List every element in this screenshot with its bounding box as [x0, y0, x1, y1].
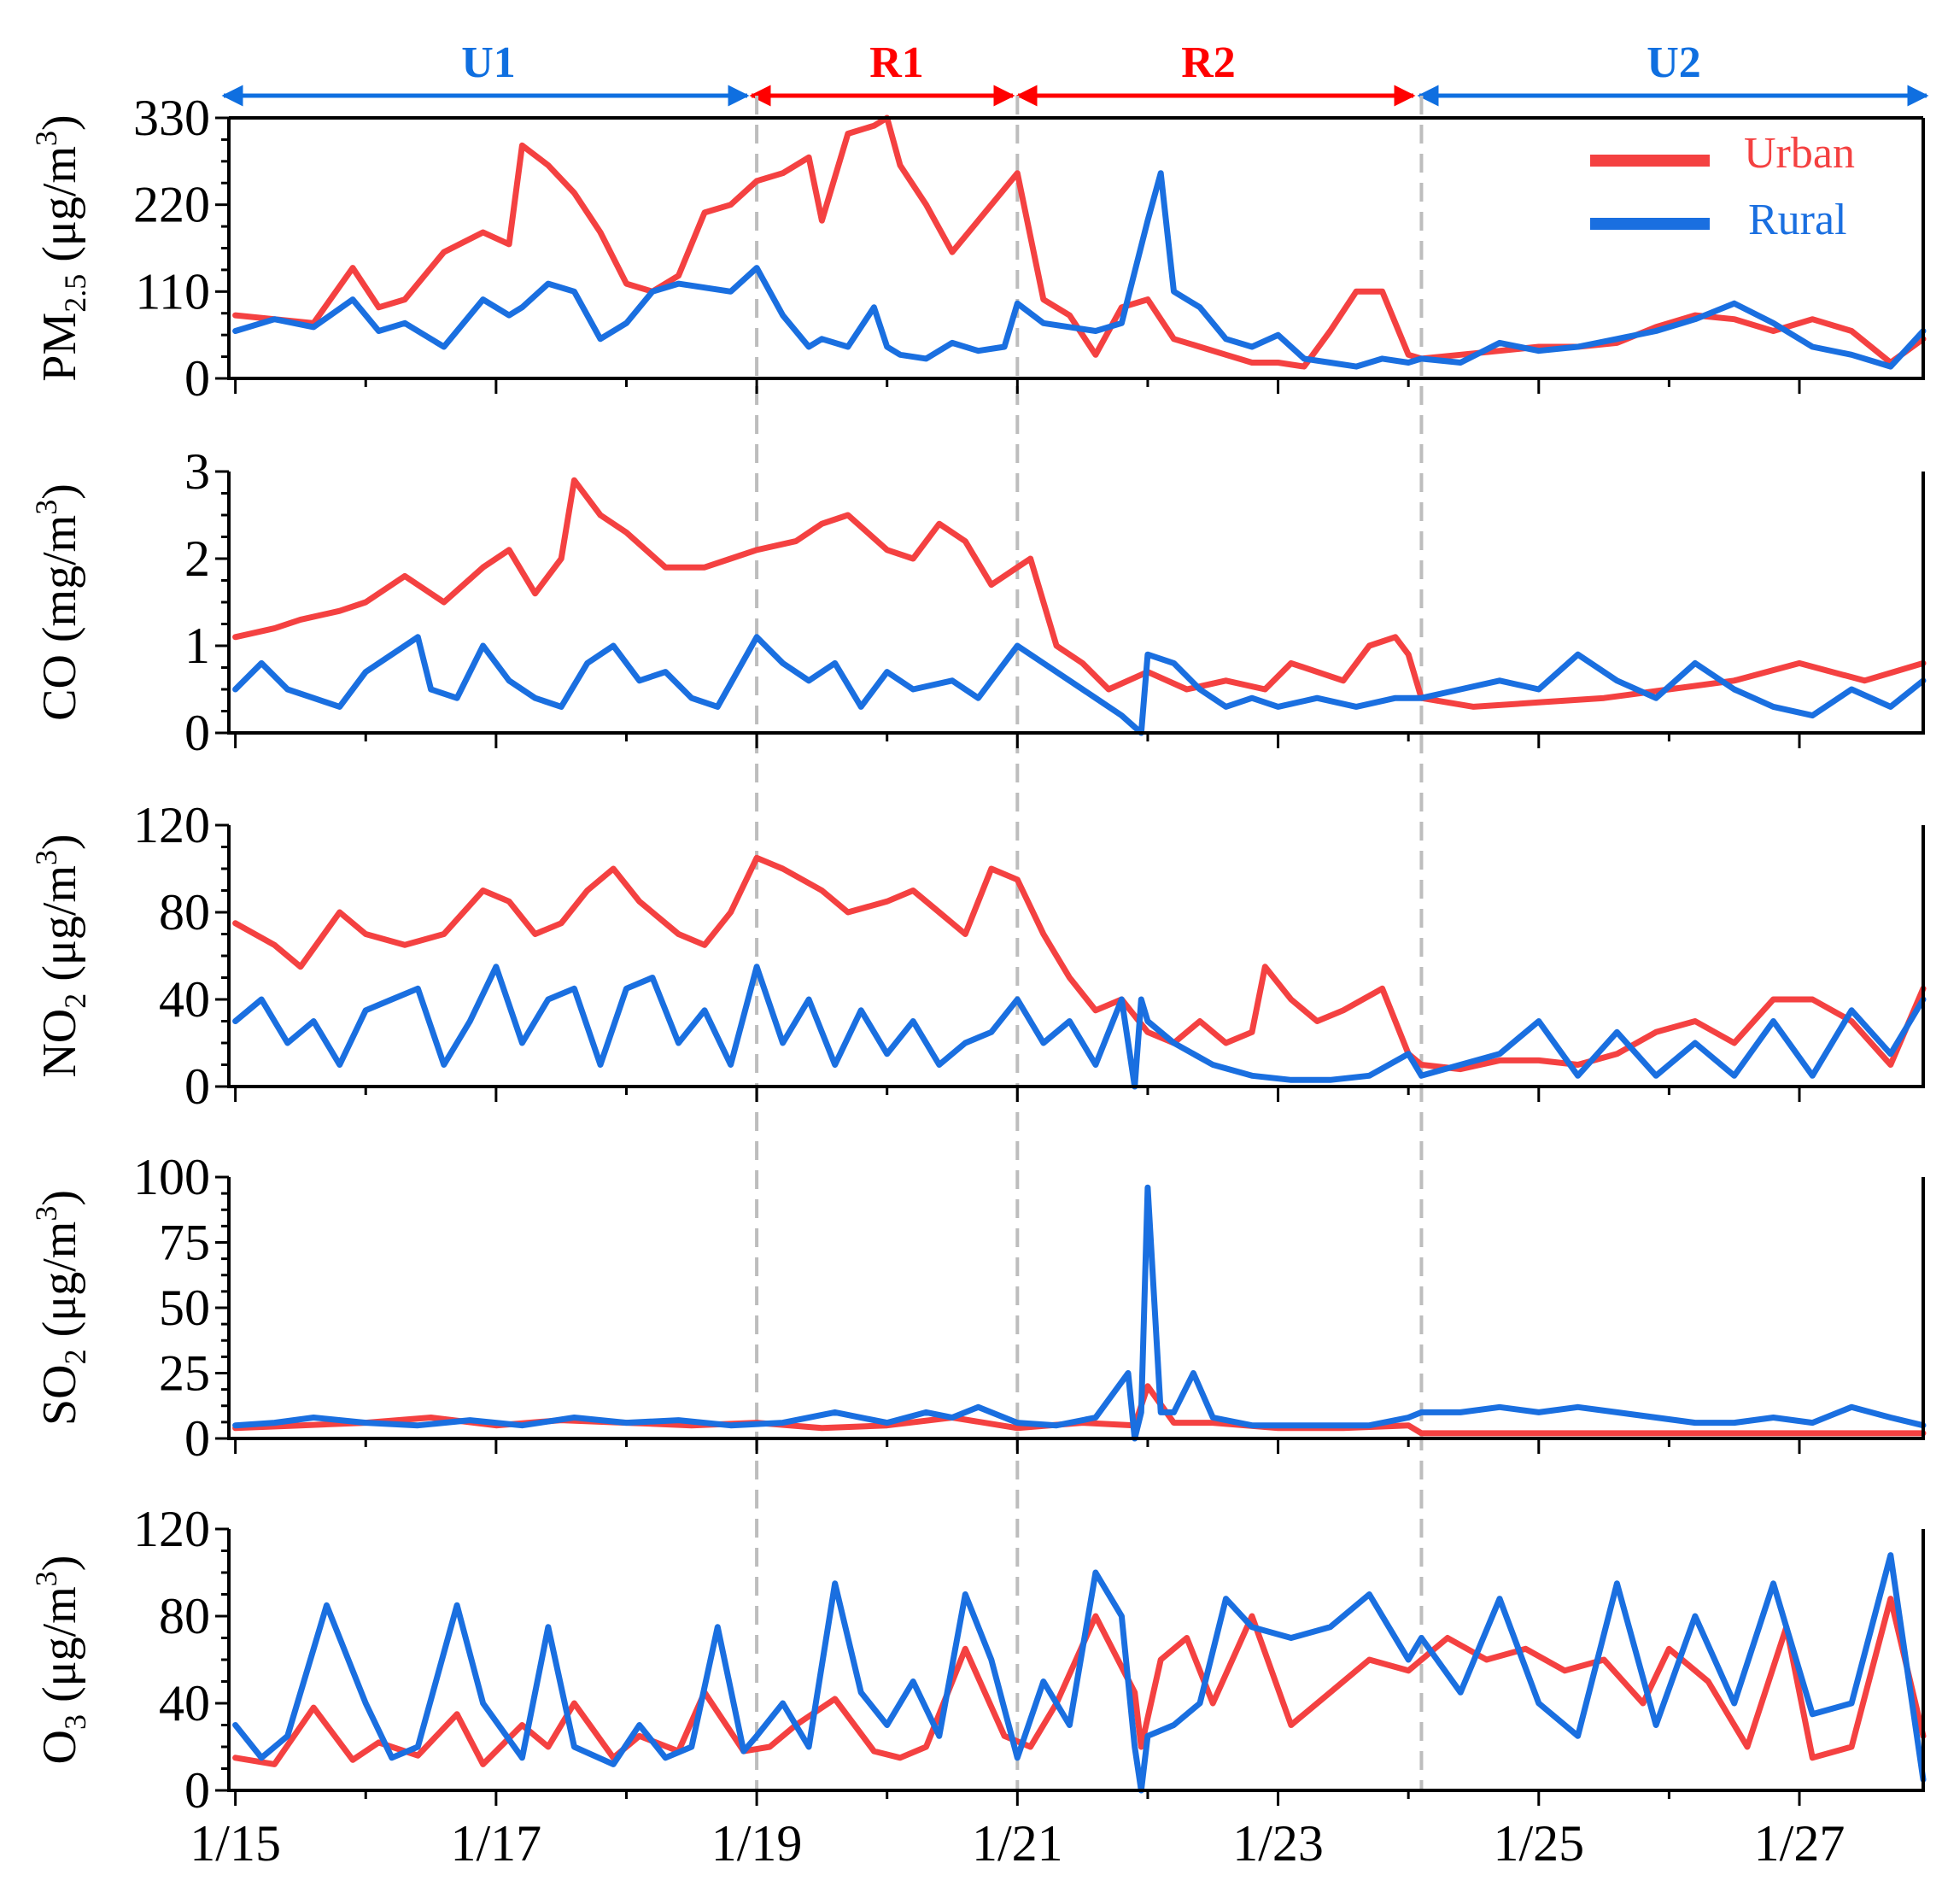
o3-ytick-label: 120 [133, 1501, 210, 1557]
panels: 0 110 220 330 PM2.5 (μg/m3) 0 1 2 3 CO (mg/m3) 0 40… [29, 90, 1927, 1819]
o3-ytick-label: 40 [159, 1675, 210, 1731]
legend: Urban Rural [1590, 129, 1855, 244]
o3-ytick-label: 80 [159, 1588, 210, 1644]
pm25-ytick-label: 110 [135, 263, 210, 319]
co-urban-line [232, 477, 1927, 710]
panel-so2: 0 25 50 75 100 SO2 (μg/m3) [29, 1149, 1927, 1467]
so2-ytick-label: 75 [159, 1215, 210, 1271]
co-ytick-label: 2 [184, 530, 210, 587]
pm25-y-label: PM2.5 (μg/m3) [29, 114, 92, 381]
co-ytick-label: 1 [184, 618, 210, 674]
period-label-u2: U2 [1647, 38, 1701, 87]
so2-ytick-label: 25 [159, 1345, 210, 1402]
pm25-rural-line [232, 170, 1927, 370]
xtick-label: 1/15 [190, 1815, 281, 1872]
so2-urban-line [232, 1383, 1927, 1437]
pm25-ytick-label: 0 [184, 350, 210, 407]
so2-ytick-label: 100 [133, 1149, 210, 1205]
so2-rural-line [232, 1184, 1927, 1442]
panel-pm25: 0 110 220 330 PM2.5 (μg/m3) [29, 90, 1927, 407]
period-label-r2: R2 [1181, 38, 1236, 87]
xtick-label: 1/21 [972, 1815, 1063, 1872]
so2-ytick-label: 50 [159, 1280, 210, 1336]
period-dividers [755, 96, 1424, 1790]
period-label-r1: R1 [869, 38, 924, 87]
no2-ytick-label: 80 [159, 884, 210, 940]
so2-y-label: SO2 (μg/m3) [29, 1190, 92, 1426]
xtick-label: 1/17 [451, 1815, 542, 1872]
period-header: U1 R1 R2 U2 [221, 38, 1929, 107]
legend-rural-label: Rural [1748, 196, 1847, 244]
x-axis-labels: 1/15 1/17 1/19 1/21 1/23 1/25 1/27 [190, 1815, 1845, 1872]
no2-ytick-label: 0 [184, 1058, 210, 1115]
co-rural-line [232, 634, 1927, 736]
pm25-ytick-label: 220 [133, 177, 210, 233]
xtick-label: 1/19 [711, 1815, 803, 1872]
panel-no2: 0 40 80 120 NO2 (μg/m3) [29, 797, 1927, 1115]
co-ytick-label: 3 [184, 443, 210, 500]
co-ytick-label: 0 [184, 705, 210, 761]
no2-ytick-label: 120 [133, 797, 210, 853]
no2-ytick-label: 40 [159, 971, 210, 1028]
xtick-label: 1/27 [1754, 1815, 1845, 1872]
so2-ytick-label: 0 [184, 1410, 210, 1467]
xtick-label: 1/25 [1493, 1815, 1584, 1872]
xtick-label: 1/23 [1232, 1815, 1324, 1872]
pm25-urban-line [232, 114, 1927, 370]
o3-rural-line [232, 1552, 1927, 1794]
co-y-label: CO (mg/m3) [29, 483, 86, 721]
no2-rural-line [232, 964, 1927, 1090]
legend-urban-label: Urban [1744, 129, 1855, 178]
period-label-u1: U1 [461, 38, 516, 87]
o3-ytick-label: 0 [184, 1762, 210, 1819]
o3-y-label: O3 (μg/m3) [29, 1555, 92, 1765]
panel-co: 0 1 2 3 CO (mg/m3) [29, 443, 1927, 761]
panel-o3: 0 40 80 120 O3 (μg/m3) [29, 1501, 1927, 1819]
no2-y-label: NO2 (μg/m3) [29, 834, 92, 1077]
pm25-ytick-label: 330 [133, 90, 210, 146]
